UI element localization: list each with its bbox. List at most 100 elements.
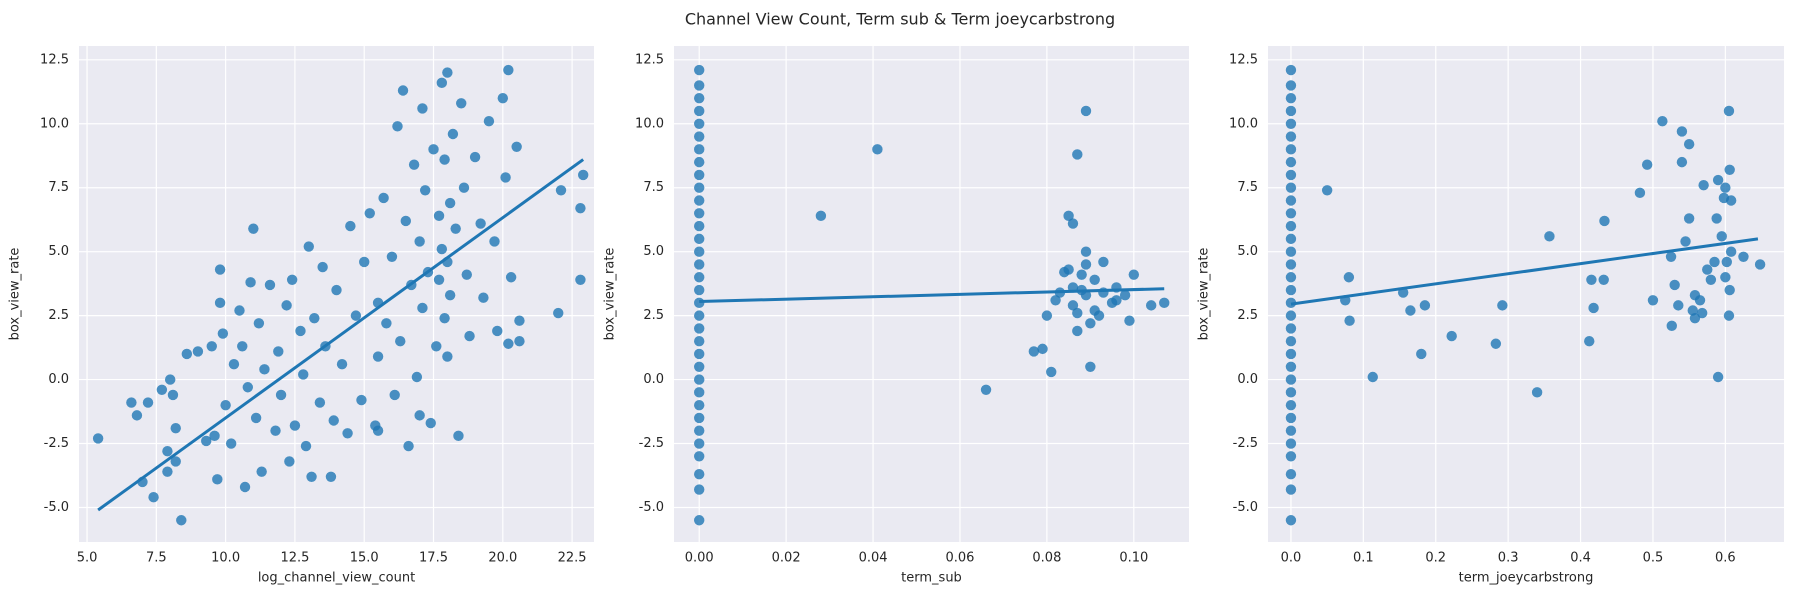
point: [214, 264, 226, 275]
point: [214, 297, 226, 309]
point: [270, 425, 281, 436]
point: [1321, 185, 1333, 196]
point: [400, 215, 411, 227]
point: [1497, 300, 1508, 311]
point: [694, 412, 705, 424]
y-tick-label: -2.5: [1233, 436, 1258, 451]
point: [303, 241, 314, 252]
x-tick-label: 22.5: [558, 551, 587, 566]
point: [694, 361, 705, 372]
point: [461, 269, 472, 280]
point: [694, 64, 705, 76]
point: [1657, 116, 1668, 127]
point: [212, 474, 223, 485]
point: [1063, 264, 1074, 275]
point: [514, 335, 525, 347]
point: [1285, 156, 1297, 168]
point: [1285, 451, 1297, 462]
point: [1285, 64, 1297, 76]
point: [1725, 195, 1737, 206]
point: [281, 300, 292, 311]
point: [436, 243, 448, 255]
point: [694, 323, 705, 334]
y-tick-label: -5.0: [44, 500, 69, 515]
point: [1666, 320, 1677, 332]
point: [1285, 515, 1297, 526]
point: [259, 364, 270, 375]
point: [331, 284, 342, 296]
point: [1343, 272, 1355, 283]
point: [694, 156, 705, 168]
point: [694, 144, 705, 155]
y-tick-label: 0.0: [643, 372, 664, 387]
point: [694, 80, 705, 91]
point: [419, 185, 431, 196]
point: [1673, 300, 1684, 311]
point: [220, 399, 231, 411]
y-tick-label: 12.5: [635, 52, 664, 67]
point: [1665, 251, 1677, 262]
point: [1285, 195, 1297, 206]
point: [1285, 335, 1297, 347]
point: [1680, 236, 1691, 247]
point: [1694, 295, 1706, 306]
point: [694, 484, 705, 495]
y-tick-label: 12.5: [40, 52, 69, 67]
y-tick-label: 5.0: [643, 244, 664, 259]
point: [694, 348, 705, 360]
point: [694, 425, 705, 436]
x-tick-label: 0.4: [1570, 551, 1591, 566]
point: [694, 208, 705, 219]
point: [694, 399, 705, 411]
point: [694, 451, 705, 462]
point: [694, 182, 705, 193]
point: [1285, 374, 1297, 385]
point: [1037, 343, 1048, 355]
point: [694, 131, 705, 142]
point: [489, 236, 500, 247]
point: [1723, 310, 1735, 321]
point: [372, 351, 384, 362]
point: [164, 374, 176, 385]
point: [1285, 310, 1297, 321]
point: [444, 289, 456, 301]
point: [1124, 315, 1135, 326]
y-tick-label: 5.0: [1237, 244, 1258, 259]
point: [356, 394, 367, 406]
point: [286, 274, 298, 286]
point: [328, 415, 339, 426]
point: [1676, 126, 1688, 137]
point: [167, 389, 179, 401]
point: [694, 335, 705, 347]
y-tick-label: 2.5: [1237, 308, 1258, 323]
point: [694, 169, 705, 181]
point: [1720, 272, 1731, 283]
point: [403, 440, 414, 452]
point: [433, 274, 445, 286]
point: [872, 144, 883, 155]
y-tick-label: 0.0: [48, 372, 69, 387]
point: [694, 195, 705, 206]
point: [1285, 387, 1297, 398]
point: [1599, 215, 1610, 227]
point: [295, 325, 306, 337]
point: [475, 218, 486, 229]
point: [228, 359, 240, 370]
point: [1720, 182, 1731, 193]
point: [1285, 412, 1297, 424]
point: [1285, 233, 1297, 245]
point: [1689, 312, 1701, 324]
point: [1285, 220, 1297, 232]
point: [483, 116, 495, 127]
x-tick-label: 10.0: [211, 551, 240, 566]
point: [1093, 310, 1105, 321]
point: [1046, 366, 1057, 378]
point: [1080, 246, 1092, 257]
x-tick-label: 0.1: [1353, 551, 1374, 566]
point: [142, 397, 154, 408]
point: [453, 430, 464, 442]
x-tick-label: 15.0: [350, 551, 379, 566]
point: [980, 384, 992, 395]
point: [428, 144, 439, 155]
point: [442, 351, 453, 362]
